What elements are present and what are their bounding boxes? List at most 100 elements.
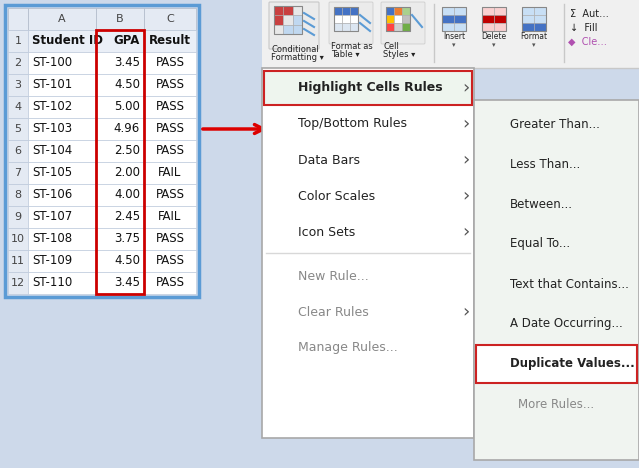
- Bar: [386, 7, 394, 15]
- Text: Equal To...: Equal To...: [510, 237, 570, 250]
- Bar: [96, 184, 144, 206]
- Bar: [144, 140, 196, 162]
- Text: 1: 1: [15, 36, 22, 46]
- Bar: [494, 7, 506, 15]
- Bar: [480, 232, 492, 243]
- Text: ST-110: ST-110: [32, 277, 72, 290]
- Bar: [334, 15, 342, 23]
- Bar: [522, 15, 534, 23]
- Bar: [268, 336, 275, 343]
- Text: A Date Occurring...: A Date Occurring...: [510, 317, 623, 330]
- Bar: [394, 7, 402, 15]
- Bar: [274, 6, 283, 15]
- Bar: [28, 228, 96, 250]
- Bar: [522, 7, 546, 31]
- Text: Top/Bottom Rules: Top/Bottom Rules: [298, 117, 407, 131]
- Text: ST-102: ST-102: [32, 101, 72, 114]
- FancyBboxPatch shape: [474, 100, 639, 460]
- Bar: [8, 30, 28, 52]
- Bar: [494, 15, 506, 23]
- Bar: [492, 123, 504, 134]
- Text: 4.96: 4.96: [114, 123, 140, 136]
- Bar: [144, 206, 196, 228]
- Bar: [275, 148, 282, 155]
- Bar: [268, 112, 275, 119]
- Bar: [282, 191, 289, 198]
- Bar: [522, 7, 534, 15]
- Bar: [283, 25, 293, 34]
- Text: ST-105: ST-105: [32, 167, 72, 180]
- Bar: [282, 112, 289, 119]
- Text: Highlight Cells Rules: Highlight Cells Rules: [298, 81, 443, 95]
- Text: Insert: Insert: [443, 32, 465, 41]
- Bar: [268, 155, 275, 162]
- Bar: [334, 7, 358, 31]
- Text: New Rule...: New Rule...: [298, 270, 369, 283]
- Bar: [144, 184, 196, 206]
- Bar: [492, 152, 504, 163]
- Text: Styles ▾: Styles ▾: [383, 50, 415, 59]
- Text: 3.45: 3.45: [114, 277, 140, 290]
- Bar: [268, 191, 275, 198]
- Bar: [282, 126, 289, 133]
- Text: ›: ›: [463, 223, 470, 241]
- Text: ›: ›: [463, 115, 470, 133]
- Text: ›: ›: [463, 303, 470, 321]
- Bar: [476, 345, 637, 383]
- Bar: [350, 23, 358, 31]
- Text: PASS: PASS: [155, 189, 185, 202]
- Bar: [275, 264, 282, 271]
- Bar: [275, 119, 282, 126]
- Text: ST-103: ST-103: [32, 123, 72, 136]
- Bar: [275, 234, 282, 241]
- Bar: [480, 112, 492, 123]
- Bar: [268, 336, 282, 350]
- Bar: [454, 15, 466, 23]
- Text: 5.00: 5.00: [114, 101, 140, 114]
- Text: Icon Sets: Icon Sets: [298, 226, 355, 239]
- Bar: [480, 123, 492, 134]
- Bar: [492, 112, 504, 123]
- Text: 6: 6: [15, 146, 22, 156]
- Bar: [522, 23, 534, 31]
- Text: Table ▾: Table ▾: [331, 50, 360, 59]
- Text: ▾: ▾: [452, 42, 456, 48]
- Bar: [268, 271, 275, 278]
- Bar: [394, 15, 402, 23]
- Bar: [480, 192, 504, 214]
- Bar: [275, 162, 282, 169]
- Bar: [264, 71, 472, 105]
- Bar: [480, 363, 492, 374]
- Bar: [96, 52, 144, 74]
- Bar: [480, 272, 504, 294]
- Bar: [275, 271, 282, 278]
- Bar: [482, 15, 494, 23]
- Text: ST-104: ST-104: [32, 145, 72, 158]
- Bar: [480, 192, 492, 203]
- FancyBboxPatch shape: [262, 68, 474, 438]
- Bar: [268, 234, 275, 241]
- Bar: [283, 15, 293, 25]
- Text: 2.00: 2.00: [114, 167, 140, 180]
- Bar: [442, 23, 454, 31]
- Bar: [492, 272, 504, 283]
- Bar: [282, 162, 289, 169]
- Bar: [282, 83, 289, 90]
- Bar: [492, 363, 504, 374]
- Text: Conditional: Conditional: [271, 45, 319, 54]
- FancyBboxPatch shape: [269, 2, 319, 49]
- Bar: [350, 15, 358, 23]
- Bar: [96, 74, 144, 96]
- Bar: [268, 162, 275, 169]
- Bar: [96, 250, 144, 272]
- Bar: [480, 352, 492, 363]
- Bar: [492, 312, 504, 323]
- Bar: [480, 312, 492, 323]
- Text: B: B: [116, 14, 124, 24]
- Bar: [8, 140, 28, 162]
- Bar: [144, 162, 196, 184]
- Bar: [268, 90, 275, 97]
- Bar: [334, 23, 342, 31]
- Bar: [268, 126, 275, 133]
- Text: ›: ›: [463, 187, 470, 205]
